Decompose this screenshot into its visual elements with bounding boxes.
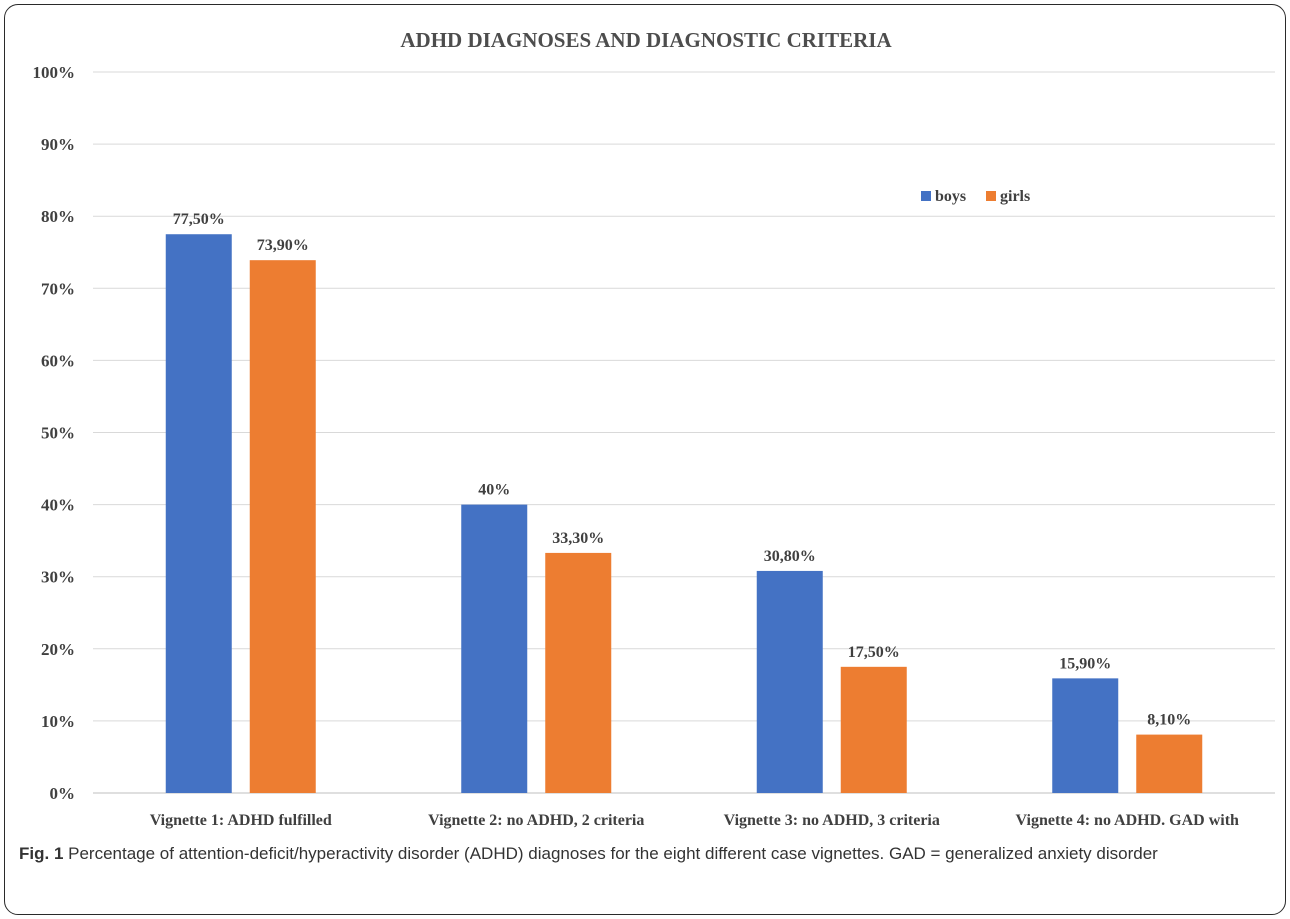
figure-frame: 0% 10% 20% 30% 40% 50% 60% 70% 80% 90% 100% 77,50%… — [4, 4, 1286, 915]
data-label-boys: 15,90% — [1059, 655, 1111, 672]
bar-boys — [461, 504, 528, 793]
data-label-boys: 40% — [478, 482, 510, 499]
caption-text: Percentage of attention-deficit/hyperact… — [63, 844, 1158, 863]
y-tick-label: 30% — [41, 568, 75, 587]
category-label: Vignette 1: ADHD fulfilled — [150, 812, 332, 829]
category-label: symptom overlap — [1068, 833, 1187, 835]
legend-swatch-girls — [986, 191, 996, 201]
data-label-girls: 8,10% — [1147, 712, 1191, 729]
category-label: Vignette 3: no ADHD, 3 criteria — [724, 812, 940, 829]
y-tick-label: 10% — [41, 712, 75, 731]
category-label: Vignette 4: no ADHD. GAD with — [1016, 812, 1240, 829]
x-axis-categories: Vignette 1: ADHD fulfilled Vignette 2: no… — [150, 812, 1239, 835]
category-label: Vignette 2: no ADHD, 2 criteria — [428, 812, 644, 829]
legend-label-boys: boys — [935, 188, 966, 205]
bar-boys — [756, 570, 823, 793]
bar-boys — [1052, 678, 1119, 793]
legend: boys girls — [921, 188, 1030, 205]
data-label-girls: 73,90% — [257, 237, 309, 254]
y-tick-label: 40% — [41, 496, 75, 515]
data-label-boys: 77,50% — [173, 211, 225, 228]
y-tick-label: 70% — [41, 279, 75, 298]
data-label-boys: 30,80% — [764, 548, 816, 565]
y-tick-label: 80% — [41, 207, 75, 226]
y-tick-label: 0% — [50, 784, 76, 803]
bar-girls — [1136, 734, 1203, 793]
data-label-girls: 33,30% — [552, 530, 604, 547]
caption-label: Fig. 1 — [19, 844, 64, 863]
y-tick-label: 50% — [41, 424, 75, 443]
data-label-girls: 17,50% — [848, 644, 900, 661]
bar-girls — [840, 666, 907, 793]
y-tick-label: 20% — [41, 640, 75, 659]
y-axis-ticks: 0% 10% 20% 30% 40% 50% 60% 70% 80% 90% 100% — [33, 63, 76, 803]
category-label: missing — [510, 833, 562, 835]
legend-swatch-boys — [921, 191, 931, 201]
figure-caption: Fig. 1 Percentage of attention-deficit/h… — [19, 842, 1259, 866]
y-tick-label: 60% — [41, 351, 75, 370]
y-tick-label: 90% — [41, 135, 75, 154]
category-label: missing — [806, 833, 858, 835]
bar-girls — [545, 552, 612, 793]
data-labels: 77,50% 73,90% 40% 33,30% 30,80% 17,50% 15,90% 8… — [173, 211, 1192, 728]
y-tick-label: 100% — [33, 63, 76, 82]
bar-girls — [249, 260, 316, 793]
legend-label-girls: girls — [1000, 188, 1030, 205]
bars — [165, 234, 1203, 794]
chart-title: ADHD DIAGNOSES AND DIAGNOSTIC CRITERIA — [400, 28, 892, 52]
bar-chart: 0% 10% 20% 30% 40% 50% 60% 70% 80% 90% 100% 77,50%… — [33, 28, 1275, 835]
bar-boys — [165, 234, 232, 794]
